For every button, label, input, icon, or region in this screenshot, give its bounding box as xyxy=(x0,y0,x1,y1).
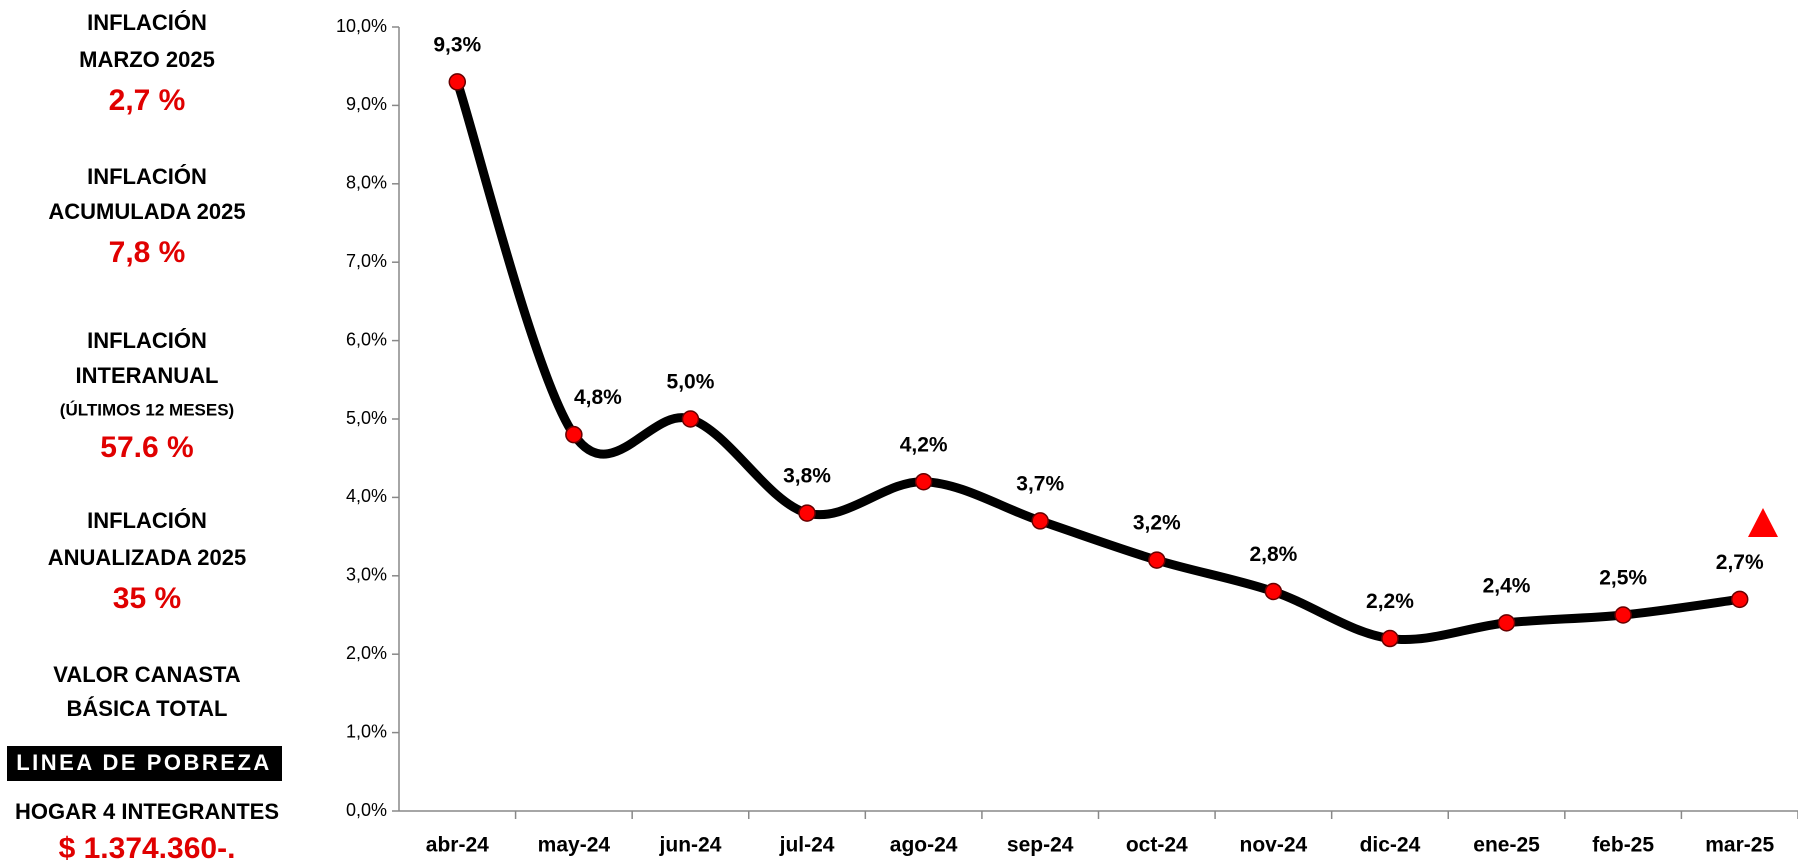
point xyxy=(1730,590,1749,609)
panel-label: MARZO 2025 xyxy=(79,47,215,72)
data-label: 3,2% xyxy=(1133,512,1181,535)
point xyxy=(914,472,933,491)
y-tick-label: 3,0% xyxy=(346,565,387,585)
x-tick-label: may-24 xyxy=(538,834,611,857)
point xyxy=(681,410,700,428)
y-tick-label: 8,0% xyxy=(346,173,387,193)
x-tick-label: mar-25 xyxy=(1705,834,1774,857)
x-tick-label: oct-24 xyxy=(1126,834,1188,857)
x-tick-label: ago-24 xyxy=(890,834,958,857)
x-tick-label: jul-24 xyxy=(779,834,835,857)
y-tick-label: 4,0% xyxy=(346,486,387,506)
panel-value: 57.6 % xyxy=(100,431,193,464)
data-label: 4,8% xyxy=(574,386,622,409)
chart: 0,0% 1,0% 2,0% 3,0% 4,0% 5,0% 6,0% 7,0% 8,0% 9,0%… xyxy=(336,16,1798,857)
data-label: 2,4% xyxy=(1483,574,1531,597)
badge xyxy=(7,746,282,781)
x-tick-label: nov-24 xyxy=(1240,834,1308,857)
y-tick-label: 7,0% xyxy=(346,251,387,271)
line xyxy=(453,80,1741,644)
panel-value: 7,8 % xyxy=(109,236,186,269)
data-label: 2,7% xyxy=(1716,551,1764,574)
y-tick-label: 0,0% xyxy=(346,800,387,820)
panel-label: ACUMULADA 2025 xyxy=(48,199,245,224)
point xyxy=(798,504,816,522)
point xyxy=(1264,582,1283,601)
data-label: 3,8% xyxy=(783,465,831,488)
y-tick-label: 1,0% xyxy=(346,721,387,741)
up-triangle xyxy=(1748,508,1778,537)
point xyxy=(1614,606,1632,624)
point xyxy=(1031,512,1049,530)
panel-value: 35 % xyxy=(113,582,181,615)
panel-label: HOGAR 4 INTEGRANTES xyxy=(15,799,279,824)
panel-label: INFLACIÓN xyxy=(87,10,207,35)
y-tick-label: 5,0% xyxy=(346,408,387,428)
badge-text: LINEA DE POBREZA xyxy=(16,750,272,775)
data-label: 2,2% xyxy=(1366,590,1414,613)
panel-label: ANUALIZADA 2025 xyxy=(48,545,246,570)
x-tick-label: dic-24 xyxy=(1360,834,1421,857)
point xyxy=(448,73,467,91)
data-label: 4,2% xyxy=(900,433,948,456)
data-label: 2,5% xyxy=(1599,567,1647,590)
x-tick-label: abr-24 xyxy=(426,834,489,857)
data-label: 9,3% xyxy=(433,33,481,56)
x-tick-label: ene-25 xyxy=(1473,834,1540,857)
point xyxy=(1381,629,1399,648)
side-panel: INFLACIÓN MARZO 2025 2,7 % INFLACIÓN ACU… xyxy=(7,10,282,862)
panel-value: 2,7 % xyxy=(109,84,186,117)
panel-label: INFLACIÓN xyxy=(87,164,207,189)
point xyxy=(1497,614,1516,632)
y-tick-label: 10,0% xyxy=(336,16,387,36)
panel-label: INTERANUAL xyxy=(76,363,219,388)
y-tick-label: 2,0% xyxy=(346,643,387,663)
x-tick-label: sep-24 xyxy=(1007,834,1074,857)
data-label: 2,8% xyxy=(1249,543,1297,566)
panel-label: INFLACIÓN xyxy=(87,328,207,353)
data-label: 3,7% xyxy=(1016,472,1064,495)
x-tick-label: feb-25 xyxy=(1592,834,1654,857)
panel-label: BÁSICA TOTAL xyxy=(67,696,228,721)
panel-label: INFLACIÓN xyxy=(87,508,207,533)
y-tick-label: 9,0% xyxy=(346,94,387,114)
point xyxy=(1148,551,1166,569)
panel-label: VALOR CANASTA xyxy=(53,662,241,687)
panel-note: (ÚLTIMOS 12 MESES) xyxy=(60,400,234,419)
panel-value: $ 1.374.360-. xyxy=(59,832,236,862)
x-tick-label: jun-24 xyxy=(659,834,722,857)
data-label: 5,0% xyxy=(667,371,715,394)
y-tick-label: 6,0% xyxy=(346,329,387,349)
point xyxy=(565,425,583,444)
